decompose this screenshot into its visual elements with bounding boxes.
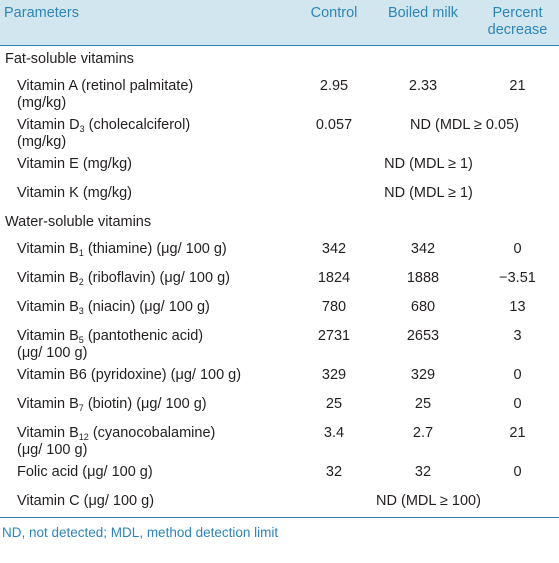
section-title-water: Water-soluble vitamins	[5, 214, 152, 230]
label-subscript: 1	[78, 248, 84, 258]
header-percent-line2: decrease	[487, 22, 548, 38]
label-text: Vitamin B	[17, 396, 79, 412]
row-label: Vitamin B12 (cyanocobalamine) (μg/ 100 g)	[0, 420, 298, 459]
cell-percent: 0	[513, 396, 522, 412]
label-text: Vitamin B	[17, 241, 79, 257]
table-row: Vitamin D3 (cholecalciferol) (mg/kg) 0.05…	[0, 112, 559, 151]
table-row: Folic acid (μg/ 100 g) 32 32 0	[0, 459, 559, 488]
label-subscript: 12	[78, 432, 89, 442]
cell-percent: −3.51	[499, 270, 536, 286]
label-text: Vitamin B	[17, 270, 79, 286]
row-label: Vitamin K (mg/kg)	[17, 185, 132, 201]
label-line1: Vitamin A (retinol palmitate)	[17, 78, 194, 94]
table-row: Vitamin C (μg/ 100 g) ND (MDL ≥ 100)	[0, 488, 559, 518]
cell-percent: 21	[509, 425, 526, 441]
row-label: Vitamin B5 (pantothenic acid) (μg/ 100 g)	[0, 323, 298, 362]
table-row: Vitamin B7 (biotin) (μg/ 100 g) 25 25 0	[0, 391, 559, 420]
cell-merged: ND (MDL ≥ 1)	[384, 156, 473, 172]
table-row: Vitamin B12 (cyanocobalamine) (μg/ 100 g)…	[0, 420, 559, 459]
section-row-fat: Fat-soluble vitamins	[0, 46, 559, 74]
cell-percent: 0	[513, 367, 522, 383]
header-percent-line1: Percent	[492, 5, 543, 21]
cell-percent: 13	[509, 299, 526, 315]
cell-percent: 0	[513, 241, 522, 257]
header-control: Control	[310, 5, 358, 21]
cell-boiled: 680	[410, 299, 436, 315]
label-subscript: 5	[78, 335, 84, 345]
row-label: Vitamin A (retinol palmitate) (mg/kg)	[0, 73, 298, 112]
row-label: Vitamin B7 (biotin) (μg/ 100 g)	[0, 391, 298, 420]
label-subscript: 3	[79, 124, 85, 134]
cell-merged: ND (MDL ≥ 0.05)	[410, 117, 519, 133]
cell-boiled: 25	[414, 396, 432, 412]
table-row: Vitamin E (mg/kg) ND (MDL ≥ 1)	[0, 151, 559, 180]
cell-control: 2731	[317, 328, 351, 344]
table-row: Vitamin A (retinol palmitate) (mg/kg) 2.9…	[0, 73, 559, 112]
table-row: Vitamin B6 (pyridoxine) (μg/ 100 g) 329 …	[0, 362, 559, 391]
cell-control: 3.4	[323, 425, 345, 441]
row-label: Folic acid (μg/ 100 g)	[17, 464, 153, 480]
cell-boiled: 2653	[406, 328, 440, 344]
label-line2: (mg/kg)	[17, 95, 67, 111]
header-percent-decrease: Percent decrease	[476, 0, 559, 46]
cell-merged: ND (MDL ≥ 1)	[384, 185, 473, 201]
cell-percent: 0	[513, 464, 522, 480]
cell-percent: 21	[509, 78, 526, 94]
section-title-fat: Fat-soluble vitamins	[5, 51, 134, 67]
label-text: Vitamin D	[17, 117, 80, 133]
cell-control: 2.95	[319, 78, 349, 94]
row-label: Vitamin B1 (thiamine) (μg/ 100 g)	[0, 236, 298, 265]
cell-boiled: 32	[414, 464, 432, 480]
row-label: Vitamin D3 (cholecalciferol) (mg/kg)	[0, 112, 298, 151]
label-subscript: 2	[78, 277, 84, 287]
label-text: (cholecalciferol)	[84, 117, 191, 133]
cell-boiled: 2.7	[412, 425, 434, 441]
cell-boiled: 342	[410, 241, 436, 257]
row-label: Vitamin B2 (riboflavin) (μg/ 100 g)	[0, 265, 298, 294]
label-text: (cyanocobalamine)	[88, 425, 216, 441]
cell-boiled: 2.33	[408, 78, 438, 94]
table-row: Vitamin B1 (thiamine) (μg/ 100 g) 342 34…	[0, 236, 559, 265]
footnote: ND, not detected; MDL, method detection …	[2, 525, 279, 540]
row-label: Vitamin E (mg/kg)	[17, 156, 132, 172]
cell-control: 1824	[317, 270, 351, 286]
label-subscript: 7	[78, 403, 84, 413]
cell-boiled: 1888	[406, 270, 440, 286]
cell-percent: 3	[513, 328, 522, 344]
label-line2: (μg/ 100 g)	[17, 345, 88, 361]
section-row-water: Water-soluble vitamins	[0, 209, 559, 236]
row-label: Vitamin B3 (niacin) (μg/ 100 g)	[0, 294, 298, 323]
table-row: Vitamin B2 (riboflavin) (μg/ 100 g) 1824…	[0, 265, 559, 294]
cell-boiled: 329	[410, 367, 436, 383]
label-text: (thiamine) (μg/ 100 g)	[83, 241, 227, 257]
label-line2: (μg/ 100 g)	[17, 442, 88, 458]
cell-control: 25	[325, 396, 343, 412]
cell-control: 0.057	[315, 117, 353, 133]
row-label: Vitamin C (μg/ 100 g)	[17, 493, 155, 509]
footnote-row: ND, not detected; MDL, method detection …	[0, 518, 559, 549]
cell-control: 780	[321, 299, 347, 315]
label-subscript: 3	[78, 306, 84, 316]
label-text: Vitamin B	[17, 328, 79, 344]
table-row: Vitamin B5 (pantothenic acid) (μg/ 100 g)…	[0, 323, 559, 362]
label-text: Vitamin B	[17, 299, 79, 315]
label-text: Vitamin B	[17, 425, 79, 441]
cell-control: 329	[321, 367, 347, 383]
header-boiled-milk: Boiled milk	[387, 5, 459, 21]
label-text: (riboflavin) (μg/ 100 g)	[83, 270, 230, 286]
label-text: (biotin) (μg/ 100 g)	[83, 396, 207, 412]
label-text: (pantothenic acid)	[83, 328, 204, 344]
header-parameters: Parameters	[4, 5, 79, 21]
table-row: Vitamin B3 (niacin) (μg/ 100 g) 780 680 …	[0, 294, 559, 323]
cell-merged: ND (MDL ≥ 100)	[376, 493, 481, 509]
label-text: (niacin) (μg/ 100 g)	[83, 299, 210, 315]
vitamin-table: Parameters Control Boiled milk Percent de…	[0, 0, 559, 549]
label-line2: (mg/kg)	[17, 134, 67, 150]
table-row: Vitamin K (mg/kg) ND (MDL ≥ 1)	[0, 180, 559, 209]
table-header-row: Parameters Control Boiled milk Percent de…	[0, 0, 559, 46]
row-label: Vitamin B6 (pyridoxine) (μg/ 100 g)	[17, 367, 242, 383]
cell-control: 342	[321, 241, 347, 257]
cell-control: 32	[325, 464, 343, 480]
